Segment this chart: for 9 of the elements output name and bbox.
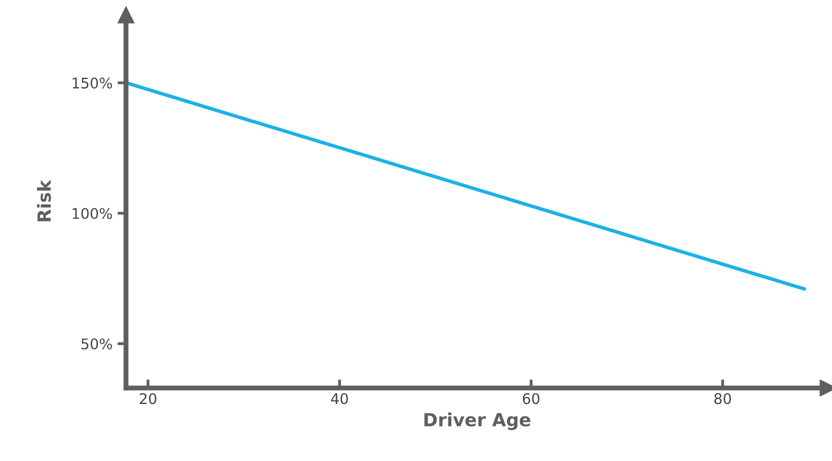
y-tick-label: 50% [82,338,112,350]
x-axis-title: Driver Age [424,412,530,430]
x-tick-label: 20 [140,393,156,404]
y-tick-label: 100% [72,208,112,219]
x-tick-label: 40 [331,393,348,404]
x-tick-label: 80 [714,393,731,404]
y-tick-label: 150% [72,78,112,89]
x-tick-label: 60 [522,393,540,404]
y-axis-title: Risk [36,180,51,222]
